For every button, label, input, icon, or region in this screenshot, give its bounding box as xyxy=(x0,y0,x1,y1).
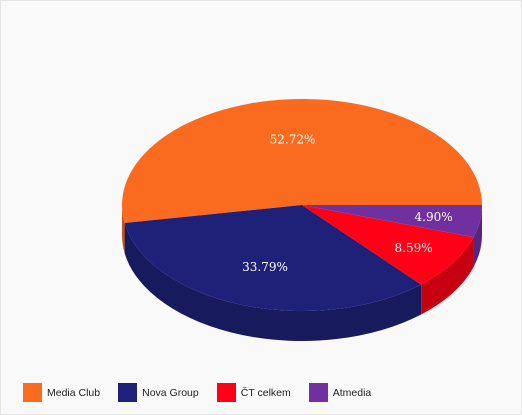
pie-sides xyxy=(122,205,482,342)
legend-item-atmedia[interactable]: Atmedia xyxy=(308,383,372,402)
legend-item-nova-group[interactable]: Nova Group xyxy=(118,383,199,402)
legend-label-atmedia: Atmedia xyxy=(332,386,372,399)
legend: Media Club Nova Group ČT celkem Atmedia xyxy=(23,383,389,402)
slice-labels: 52.72% 33.79% 8.59% 4.90% xyxy=(242,133,453,275)
slice-label-nova-group: 33.79% xyxy=(242,260,288,274)
legend-item-ct-celkem[interactable]: ČT celkem xyxy=(216,383,291,402)
pie-slice-media-club[interactable] xyxy=(122,99,483,224)
legend-item-media-club[interactable]: Media Club xyxy=(23,383,100,402)
pie-chart: 52.72% 33.79% 8.59% 4.90% xyxy=(122,99,483,342)
slice-label-media-club: 52.72% xyxy=(270,133,316,147)
legend-label-nova-group: Nova Group xyxy=(142,386,199,399)
legend-swatch-ct-celkem xyxy=(216,383,236,402)
legend-label-ct-celkem: ČT celkem xyxy=(240,386,291,399)
legend-label-media-club: Media Club xyxy=(47,386,101,399)
slice-label-atmedia: 4.90% xyxy=(415,210,453,224)
pie-side-ct-celkem xyxy=(421,237,474,315)
legend-swatch-media-club xyxy=(23,383,42,402)
pie-slice-ct-celkem[interactable] xyxy=(302,205,474,285)
pie-slice-nova-group[interactable] xyxy=(124,205,422,311)
pie-side-nova-group xyxy=(124,223,422,342)
slice-label-ct-celkem: 8.59% xyxy=(395,241,433,255)
legend-swatch-nova-group xyxy=(118,383,138,402)
pie-side-atmedia xyxy=(473,205,482,268)
legend-swatch-atmedia xyxy=(308,383,328,402)
pie-slice-atmedia[interactable] xyxy=(302,205,482,238)
pie-slices xyxy=(122,99,483,311)
pie-side-media-club xyxy=(122,205,125,254)
